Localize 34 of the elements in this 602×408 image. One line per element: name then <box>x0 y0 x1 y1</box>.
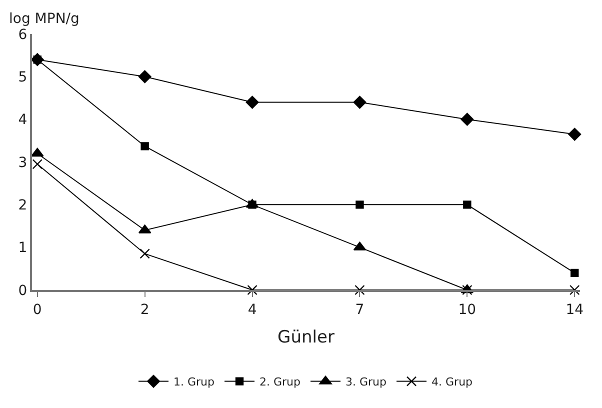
point <box>138 70 152 84</box>
x-tick-label: 7 <box>355 302 364 318</box>
x-tick-label: 4 <box>248 302 257 318</box>
point <box>356 200 364 209</box>
point <box>568 128 582 141</box>
point <box>140 248 150 259</box>
point <box>32 159 42 170</box>
x-tick-label: 2 <box>140 302 150 318</box>
point <box>31 148 44 157</box>
point <box>570 268 579 278</box>
y-tick-label: 6 <box>18 26 28 43</box>
y-tick-label: 3 <box>18 154 28 171</box>
point <box>246 96 259 109</box>
point <box>353 96 366 109</box>
point <box>460 112 474 126</box>
point <box>354 284 365 296</box>
x-tick-label: 10 <box>458 302 476 318</box>
legend-label: 3. Grup <box>346 376 387 389</box>
legend-label: 2. Grup <box>260 376 301 389</box>
y-tick-label: 2 <box>18 198 28 214</box>
legend-label: 4. Grup <box>432 376 473 389</box>
y-tick-label: 4 <box>18 112 28 128</box>
y-tick-label: 1 <box>18 240 28 256</box>
point <box>463 200 472 209</box>
y-axis-title: log MPN/g <box>9 11 80 27</box>
x-tick-label: 14 <box>566 302 584 318</box>
point <box>247 284 258 296</box>
y-tick-label: 5 <box>18 70 28 86</box>
point <box>140 142 149 150</box>
y-tick-label: 0 <box>18 282 28 299</box>
x-tick-label: 0 <box>32 302 42 318</box>
point <box>570 284 580 296</box>
x-axis-title: Günler <box>278 328 334 348</box>
legend-label: 1. Grup <box>174 376 215 389</box>
